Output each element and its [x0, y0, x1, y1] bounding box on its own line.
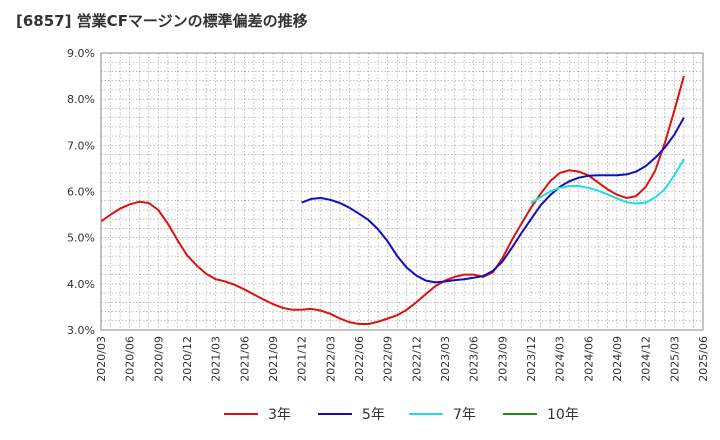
x-tick-label: 2021/06 — [238, 336, 251, 382]
x-tick-label: 2023/12 — [525, 336, 538, 382]
legend-label-5y: 5年 — [362, 407, 385, 423]
x-tick-label: 2025/03 — [668, 336, 681, 382]
x-tick-label: 2024/06 — [582, 336, 595, 382]
x-tick-label: 2020/09 — [152, 336, 165, 382]
x-tick-label: 2020/06 — [124, 336, 137, 382]
chart-title: [6857] 営業CFマージンの標準偏差の推移 — [16, 12, 308, 30]
y-tick-label: 9.0% — [67, 47, 95, 60]
x-tick-label: 2020/03 — [95, 336, 108, 382]
y-tick-label: 8.0% — [67, 93, 95, 106]
legend-swatch-5y — [318, 413, 352, 415]
legend-item-10y: 10年 — [503, 402, 579, 426]
y-tick-label: 3.0% — [67, 324, 95, 337]
series-line-1 — [301, 117, 685, 284]
x-tick-label: 2023/03 — [439, 336, 452, 382]
legend-swatch-10y — [503, 413, 537, 415]
x-tick-label: 2024/09 — [611, 336, 624, 382]
x-tick-label: 2022/06 — [353, 336, 366, 382]
series-line-2 — [530, 158, 685, 205]
legend-swatch-3y — [224, 413, 258, 415]
series-line-0 — [100, 75, 685, 325]
y-tick-label: 4.0% — [67, 278, 95, 291]
legend-swatch-7y — [409, 413, 443, 415]
x-tick-label: 2024/03 — [554, 336, 567, 382]
x-tick-label: 2024/12 — [640, 336, 653, 382]
y-axis-tick-labels: 3.0% 4.0% 5.0% 6.0% 7.0% 8.0% 9.0% — [67, 47, 95, 337]
x-tick-label: 2021/03 — [210, 336, 223, 382]
legend-item-7y: 7年 — [409, 402, 476, 426]
x-tick-label: 2022/03 — [324, 336, 337, 382]
x-tick-label: 2023/09 — [496, 336, 509, 382]
x-tick-label: 2022/12 — [410, 336, 423, 382]
legend-item-3y: 3年 — [224, 402, 291, 426]
x-tick-label: 2020/12 — [181, 336, 194, 382]
x-tick-label: 2022/09 — [382, 336, 395, 382]
x-tick-label: 2025/06 — [697, 336, 710, 382]
plot-frame — [100, 52, 704, 331]
x-axis-tick-labels: 2020/03 2020/06 2020/09 2020/12 2021/03 2021/… — [95, 336, 710, 382]
legend-label-7y: 7年 — [453, 407, 476, 423]
x-tick-label: 2021/09 — [267, 336, 280, 382]
series-lines — [100, 75, 685, 325]
legend-label-3y: 3年 — [268, 407, 291, 423]
legend: 3年 5年 7年 10年 — [0, 402, 720, 426]
y-tick-label: 6.0% — [67, 186, 95, 199]
y-tick-label: 7.0% — [67, 139, 95, 152]
legend-item-5y: 5年 — [318, 402, 385, 426]
x-tick-label: 2021/12 — [296, 336, 309, 382]
legend-label-10y: 10年 — [547, 407, 579, 423]
y-tick-label: 5.0% — [67, 232, 95, 245]
x-tick-label: 2023/06 — [468, 336, 481, 382]
